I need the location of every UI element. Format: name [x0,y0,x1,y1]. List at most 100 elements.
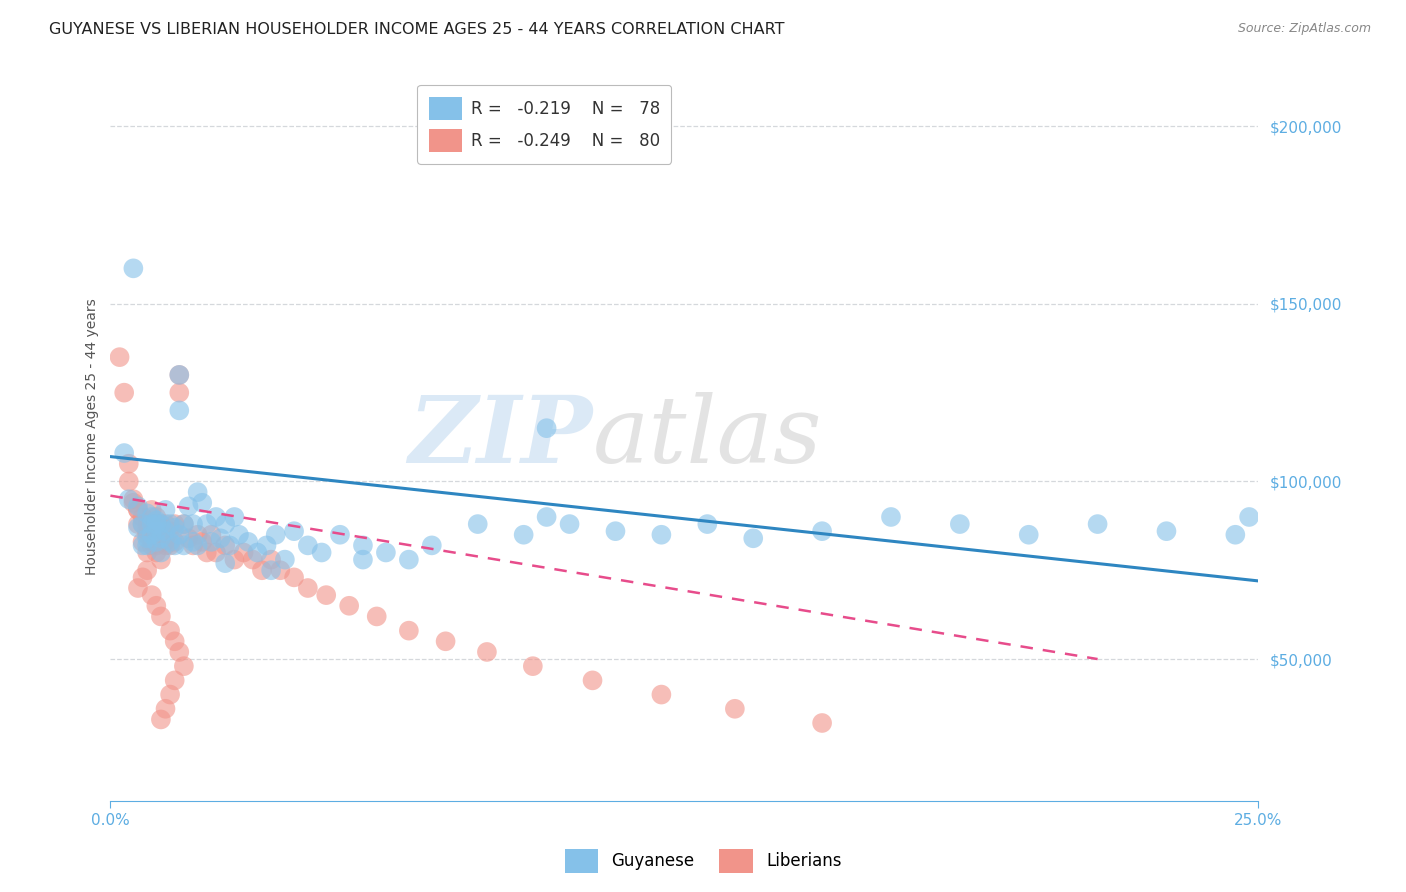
Point [522,659,544,673]
Point [149,527,172,541]
Point [127,517,149,532]
Point [337,599,360,613]
Point [155,534,177,549]
Point [177,531,200,545]
Point [297,538,319,552]
Point [696,517,718,532]
Point [242,552,264,566]
Point [173,517,195,532]
Point [218,538,240,552]
Point [283,524,305,538]
Point [1087,517,1109,532]
Point [136,545,159,559]
Point [246,545,269,559]
Point [149,552,172,566]
Point [136,538,159,552]
Point [366,609,388,624]
Point [177,500,200,514]
Point [163,634,186,648]
Point [352,538,374,552]
Point [650,688,672,702]
Point [398,624,420,638]
Point [352,552,374,566]
Point [136,507,159,521]
Point [145,510,167,524]
Point [155,538,177,552]
Legend: R =   -0.219    N =   78, R =   -0.249    N =   80: R = -0.219 N = 78, R = -0.249 N = 80 [418,85,672,164]
Point [181,538,204,552]
Point [145,517,167,532]
Point [141,517,163,532]
Point [260,552,283,566]
Point [149,609,172,624]
Point [880,510,903,524]
Point [159,534,181,549]
Point [163,673,186,688]
Point [131,538,153,552]
Point [205,545,228,559]
Point [127,500,149,514]
Point [200,534,222,549]
Point [605,524,627,538]
Point [141,503,163,517]
Point [141,588,163,602]
Point [131,534,153,549]
Point [274,552,297,566]
Point [127,503,149,517]
Point [181,534,204,549]
Point [1225,527,1247,541]
Point [159,624,181,638]
Point [169,403,191,417]
Point [131,517,153,532]
Point [536,510,558,524]
Point [141,538,163,552]
Point [159,524,181,538]
Point [163,521,186,535]
Point [159,538,181,552]
Point [169,527,191,541]
Point [149,713,172,727]
Point [127,521,149,535]
Point [315,588,337,602]
Point [214,556,236,570]
Point [169,368,191,382]
Point [209,531,232,545]
Point [228,527,250,541]
Legend: Guyanese, Liberians: Guyanese, Liberians [558,842,848,880]
Point [118,457,141,471]
Point [145,545,167,559]
Point [264,527,287,541]
Point [108,350,131,364]
Point [236,534,259,549]
Point [118,492,141,507]
Point [558,517,581,532]
Point [283,570,305,584]
Point [232,545,254,559]
Point [155,524,177,538]
Point [163,538,186,552]
Point [949,517,972,532]
Point [169,385,191,400]
Point [173,517,195,532]
Point [214,538,236,552]
Point [187,527,209,541]
Point [536,421,558,435]
Point [187,485,209,500]
Point [155,503,177,517]
Point [145,538,167,552]
Point [122,261,145,276]
Point [149,517,172,532]
Point [112,385,135,400]
Point [191,534,214,549]
Point [1156,524,1178,538]
Point [420,538,443,552]
Point [311,545,333,559]
Point [163,517,186,532]
Point [131,517,153,532]
Point [173,659,195,673]
Point [127,503,149,517]
Point [136,517,159,532]
Point [136,563,159,577]
Point [200,527,222,541]
Point [329,527,352,541]
